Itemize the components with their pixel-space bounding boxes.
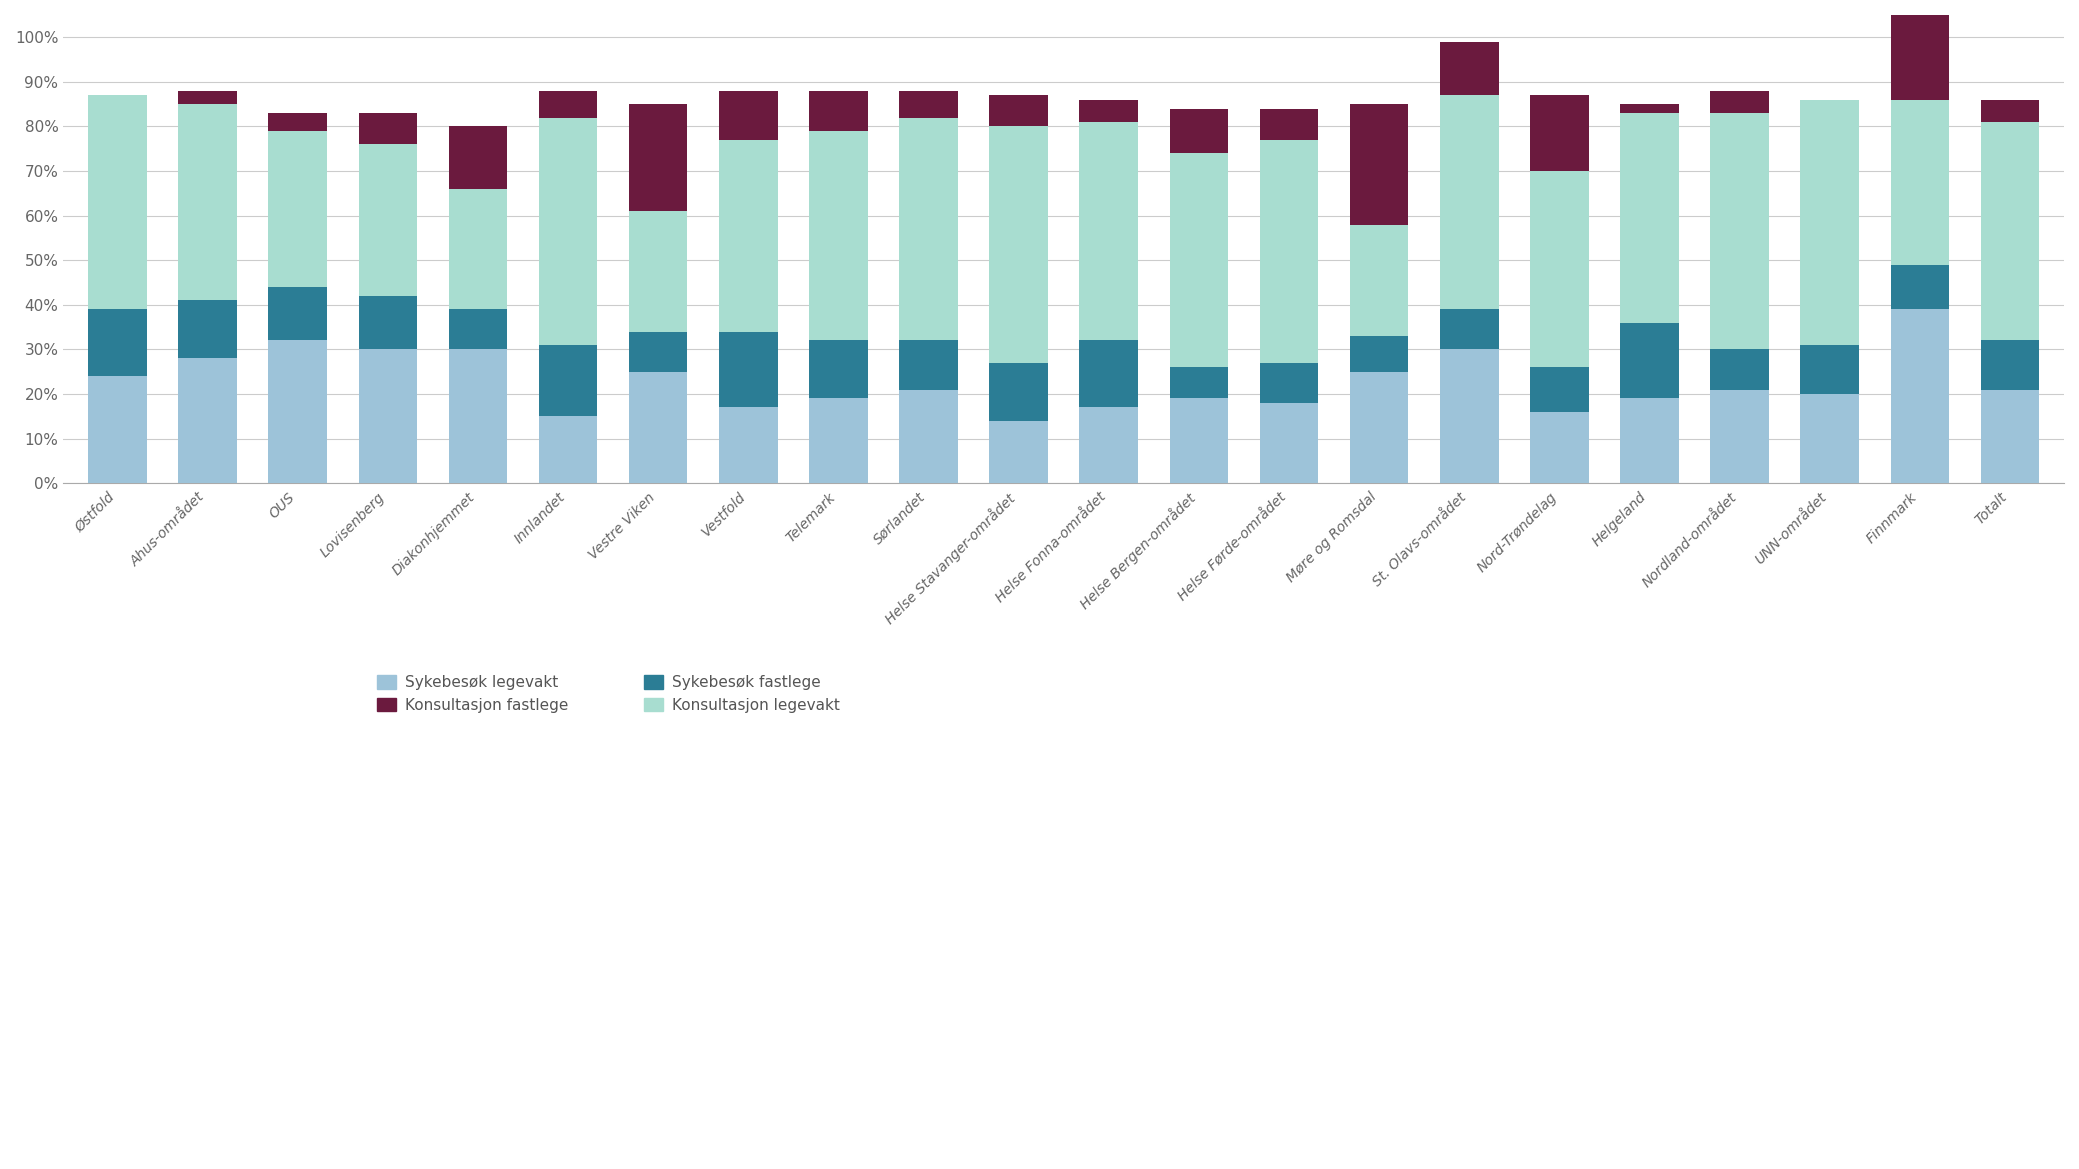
Bar <box>1890 264 1950 310</box>
Bar <box>1890 310 1950 483</box>
Bar <box>358 113 418 144</box>
Bar <box>1530 367 1588 411</box>
Bar <box>1349 372 1407 483</box>
Bar <box>268 131 326 286</box>
Bar <box>809 91 867 131</box>
Bar <box>719 91 778 140</box>
Bar <box>990 362 1048 421</box>
Bar <box>268 286 326 340</box>
Bar <box>1441 42 1499 95</box>
Bar <box>1981 389 2039 483</box>
Bar <box>1530 171 1588 367</box>
Bar <box>1800 394 1859 483</box>
Bar <box>990 126 1048 362</box>
Bar <box>1890 0 1950 99</box>
Bar <box>1800 345 1859 394</box>
Bar <box>1079 122 1137 340</box>
Bar <box>990 421 1048 483</box>
Bar <box>1260 109 1318 140</box>
Bar <box>809 399 867 483</box>
Bar <box>1620 113 1678 323</box>
Bar <box>1620 104 1678 113</box>
Bar <box>179 91 237 104</box>
Bar <box>1441 310 1499 350</box>
Bar <box>1530 411 1588 483</box>
Bar <box>1260 403 1318 483</box>
Bar <box>628 372 688 483</box>
Bar <box>1079 99 1137 122</box>
Bar <box>628 332 688 372</box>
Bar <box>1711 91 1769 113</box>
Bar <box>1800 99 1859 345</box>
Bar <box>268 113 326 131</box>
Bar <box>1441 42 1499 310</box>
Bar <box>179 359 237 483</box>
Bar <box>809 340 867 399</box>
Bar <box>1170 399 1229 483</box>
Bar <box>1981 122 2039 340</box>
Bar <box>538 345 597 416</box>
Bar <box>1530 95 1588 171</box>
Bar <box>1170 367 1229 399</box>
Bar <box>719 140 778 332</box>
Bar <box>358 350 418 483</box>
Bar <box>719 407 778 483</box>
Bar <box>809 131 867 340</box>
Bar <box>1349 104 1407 224</box>
Bar <box>628 212 688 332</box>
Bar <box>449 126 507 189</box>
Bar <box>1170 153 1229 367</box>
Bar <box>719 332 778 407</box>
Bar <box>900 91 958 118</box>
Bar <box>538 416 597 483</box>
Legend: Sykebesøk legevakt, Konsultasjon fastlege, Sykebesøk fastlege, Konsultasjon lege: Sykebesøk legevakt, Konsultasjon fastleg… <box>370 669 846 719</box>
Bar <box>449 189 507 310</box>
Bar <box>538 118 597 345</box>
Bar <box>1981 340 2039 389</box>
Bar <box>1620 323 1678 399</box>
Bar <box>358 144 418 296</box>
Bar <box>628 104 688 212</box>
Bar <box>990 95 1048 126</box>
Bar <box>900 340 958 389</box>
Bar <box>1260 362 1318 403</box>
Bar <box>1620 399 1678 483</box>
Bar <box>1981 99 2039 122</box>
Bar <box>900 389 958 483</box>
Bar <box>268 340 326 483</box>
Bar <box>87 376 148 483</box>
Bar <box>1711 350 1769 389</box>
Bar <box>449 310 507 350</box>
Bar <box>1079 407 1137 483</box>
Bar <box>1170 109 1229 153</box>
Bar <box>900 118 958 340</box>
Bar <box>449 350 507 483</box>
Bar <box>87 95 148 310</box>
Bar <box>358 296 418 350</box>
Bar <box>1711 113 1769 350</box>
Bar <box>1079 340 1137 407</box>
Bar <box>179 300 237 359</box>
Bar <box>538 91 597 118</box>
Bar <box>1349 224 1407 336</box>
Bar <box>1260 140 1318 362</box>
Bar <box>87 310 148 376</box>
Bar <box>1890 0 1950 264</box>
Bar <box>1349 336 1407 372</box>
Bar <box>1441 350 1499 483</box>
Bar <box>1711 389 1769 483</box>
Bar <box>179 91 237 300</box>
